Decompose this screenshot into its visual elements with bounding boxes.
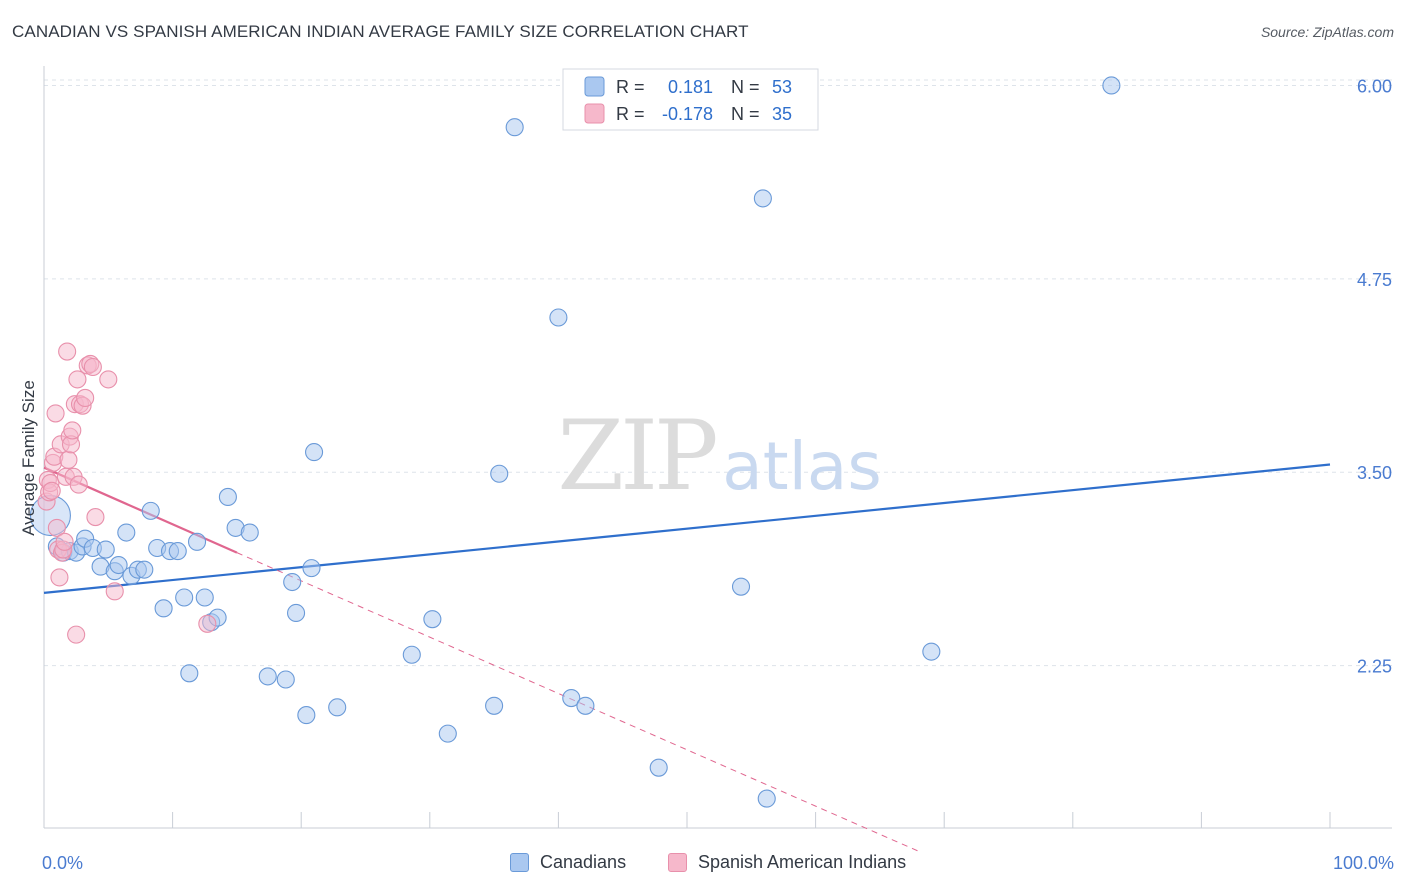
chart-title: CANADIAN VS SPANISH AMERICAN INDIAN AVER… (12, 22, 749, 41)
point-spanish-american-indians (46, 404, 65, 423)
x-tick-label-min: 0.0% (42, 853, 83, 873)
point-canadians (549, 308, 568, 327)
point-spanish-american-indians (99, 370, 118, 389)
y-tick-label: 3.50 (1357, 463, 1392, 483)
point-canadians (753, 189, 772, 208)
x-tick-labels: 0.0% 100.0% (42, 853, 1394, 873)
legend-r-value: 0.181 (668, 77, 713, 97)
point-canadians (218, 487, 237, 507)
point-canadians (328, 698, 347, 717)
legend-bottom: Canadians Spanish American Indians (0, 852, 1406, 876)
y-tick-label: 4.75 (1357, 270, 1392, 290)
data-points (29, 76, 1121, 808)
point-canadians (302, 559, 321, 578)
point-spanish-american-indians (63, 421, 82, 440)
grid-lines (44, 79, 1392, 667)
point-spanish-american-indians (42, 481, 61, 500)
point-spanish-american-indians (47, 518, 66, 537)
legend-r-value: -0.178 (662, 104, 713, 124)
point-spanish-american-indians (76, 388, 95, 408)
point-spanish-american-indians (50, 568, 69, 587)
watermark: ZIP atlas (557, 400, 881, 512)
point-canadians (117, 523, 136, 542)
point-canadians (168, 542, 187, 561)
legend-top: R = 0.181 N = 53 R = -0.178 N = 35 (562, 68, 819, 131)
legend-r-label: R = (616, 77, 645, 97)
point-canadians (141, 501, 160, 520)
point-canadians (757, 789, 776, 808)
trend-line-spanish-american-indians-extension (236, 552, 919, 852)
point-canadians (175, 588, 194, 607)
legend-item-canadians: Canadians (510, 852, 626, 873)
legend-r-label: R = (616, 104, 645, 124)
y-tick-labels: 2.25 3.50 4.75 6.00 (1357, 76, 1392, 676)
point-canadians (505, 118, 524, 137)
y-axis-label: Average Family Size (19, 380, 38, 536)
point-canadians (490, 464, 509, 483)
point-canadians (1102, 76, 1121, 95)
point-spanish-american-indians (198, 614, 217, 633)
point-spanish-american-indians (58, 342, 77, 361)
point-canadians (402, 645, 421, 664)
y-tick-label: 2.25 (1357, 657, 1392, 677)
point-canadians (187, 532, 207, 551)
point-canadians (135, 560, 154, 579)
axes (43, 66, 1392, 829)
point-canadians (109, 555, 128, 575)
watermark-atlas: atlas (722, 428, 882, 505)
point-canadians (283, 572, 302, 592)
legend-box (562, 68, 819, 131)
point-canadians (731, 577, 751, 596)
point-spanish-american-indians (105, 582, 124, 601)
point-canadians (423, 610, 442, 629)
point-canadians (562, 689, 581, 708)
legend-n-label: N = (731, 77, 760, 97)
y-tick-label: 6.00 (1357, 76, 1392, 96)
point-canadians (438, 724, 457, 743)
watermark-zip: ZIP (557, 400, 716, 512)
legend-swatch-pink (584, 103, 605, 124)
point-canadians (485, 696, 504, 715)
point-spanish-american-indians (69, 475, 88, 494)
point-canadians (258, 667, 277, 686)
legend-label-spanish-american-indians: Spanish American Indians (698, 852, 907, 872)
point-spanish-american-indians (55, 532, 74, 551)
point-canadians (649, 758, 668, 777)
legend-swatch-canadians (510, 853, 529, 872)
point-canadians (154, 599, 173, 618)
point-canadians (297, 706, 316, 725)
point-spanish-american-indians (83, 357, 102, 377)
point-canadians (922, 642, 941, 661)
point-canadians (576, 696, 595, 715)
legend-swatch-blue (584, 76, 605, 97)
point-canadians (180, 664, 199, 683)
source-label: Source: ZipAtlas.com (1260, 24, 1394, 40)
point-canadians (195, 588, 214, 607)
point-spanish-american-indians (59, 450, 78, 469)
legend-label-canadians: Canadians (540, 852, 627, 872)
legend-item-spanish-american-indians: Spanish American Indians (668, 852, 906, 873)
legend-n-value: 35 (772, 104, 792, 124)
legend-n-value: 53 (772, 77, 792, 97)
legend-n-label: N = (731, 104, 760, 124)
point-canadians (96, 540, 115, 559)
legend-swatch-spanish-american-indians (668, 853, 687, 872)
point-spanish-american-indians (68, 370, 87, 389)
point-spanish-american-indians (86, 508, 105, 527)
x-tick-label-max: 100.0% (1333, 853, 1394, 873)
point-canadians (305, 443, 324, 462)
point-spanish-american-indians (67, 625, 86, 644)
point-canadians (276, 670, 295, 689)
point-canadians (287, 603, 306, 623)
trend-line-canadians (43, 463, 1331, 594)
point-canadians (240, 523, 259, 542)
